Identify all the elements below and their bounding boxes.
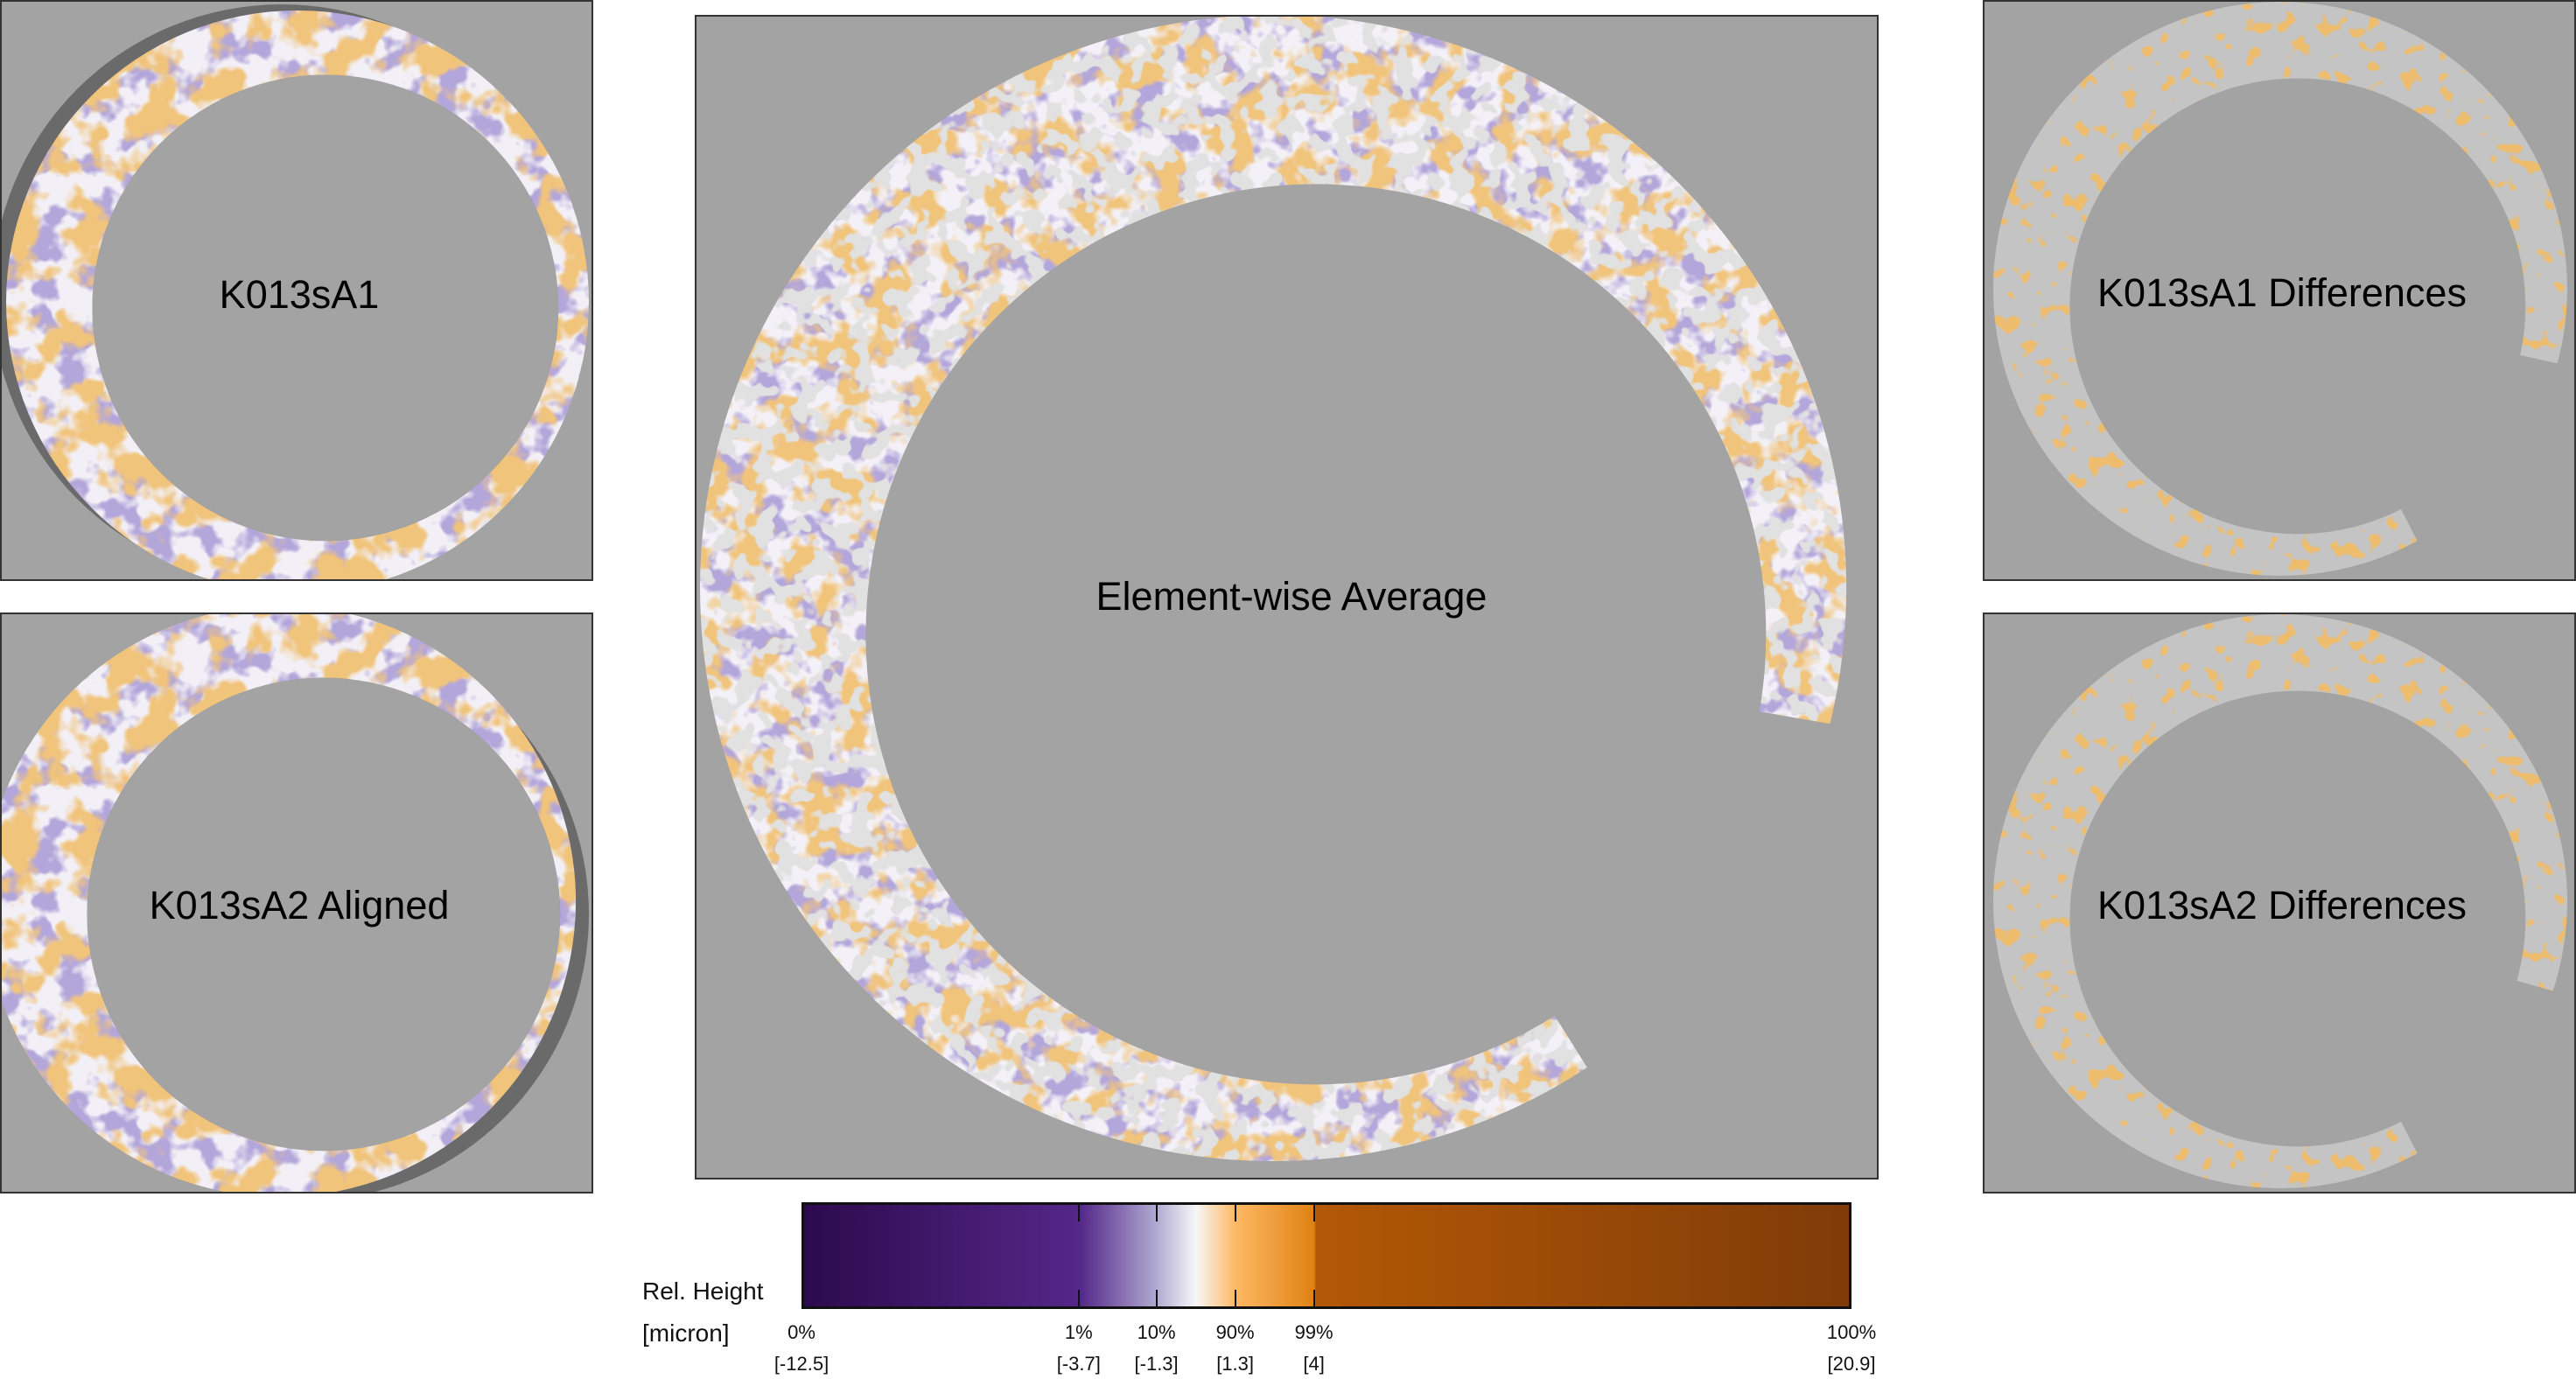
colorbar-tick-percent: 99% (1294, 1321, 1334, 1343)
ring-heightmap (2, 2, 592, 579)
crescent-heightmap (696, 17, 1877, 1178)
crescent-differences (1984, 614, 2574, 1192)
colorbar-tick-mark (1234, 1202, 1236, 1222)
panel-k013sa1-differences: K013sA1 Differences (1983, 0, 2576, 581)
panel-title: Element-wise Average (1096, 574, 1488, 619)
colorbar-tick-value: [4] (1303, 1353, 1325, 1375)
colorbar-tick-mark (1234, 1290, 1236, 1309)
colorbar-unit: [micron] (642, 1320, 730, 1347)
colorbar-tick-mark (1155, 1290, 1158, 1309)
colorbar-tick-percent: 90% (1215, 1321, 1255, 1343)
colorbar-tick-value: [-3.7] (1056, 1353, 1101, 1375)
panel-k013sa1: K013sA1 (0, 0, 593, 581)
colorbar-tick-value: [1.3] (1216, 1353, 1254, 1375)
ring-heightmap (2, 614, 592, 1192)
colorbar-tick-percent: 10% (1137, 1321, 1176, 1343)
colorbar-tick-value: [20.9] (1827, 1353, 1876, 1375)
colorbar-tick-mark (1077, 1202, 1080, 1222)
panel-title: K013sA1 Differences (2097, 270, 2467, 315)
colorbar-tick-percent: 1% (1064, 1321, 1093, 1343)
colorbar-label: Rel. Height (642, 1278, 764, 1305)
panel-title: K013sA1 (219, 272, 380, 317)
colorbar-tick-mark (1312, 1202, 1315, 1222)
colorbar (802, 1202, 1852, 1309)
colorbar-tick-mark (1077, 1290, 1080, 1309)
panel-title: K013sA2 Differences (2097, 883, 2467, 928)
panel-element-wise-average: Element-wise Average (695, 15, 1879, 1180)
crescent-differences (1984, 2, 2574, 579)
panel-k013sa2-differences: K013sA2 Differences (1983, 612, 2576, 1194)
colorbar-tick-mark (1312, 1290, 1315, 1309)
colorbar-tick-percent: 0% (788, 1321, 816, 1343)
colorbar-tick-percent: 100% (1826, 1321, 1877, 1343)
colorbar-tick-mark (1155, 1202, 1158, 1222)
panel-k013sa2-aligned: K013sA2 Aligned (0, 612, 593, 1194)
panel-title: K013sA2 Aligned (149, 883, 450, 928)
colorbar-tick-value: [-1.3] (1134, 1353, 1179, 1375)
colorbar-tick-value: [-12.5] (774, 1353, 830, 1375)
